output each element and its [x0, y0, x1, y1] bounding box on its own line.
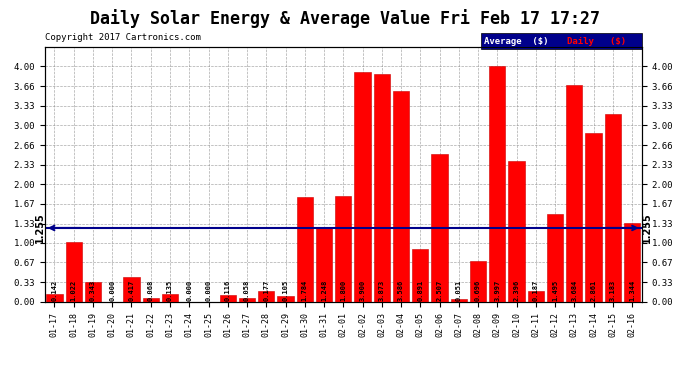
Text: 0.000: 0.000 — [206, 280, 212, 301]
Bar — [162, 294, 178, 302]
Bar — [373, 74, 390, 302]
Bar — [566, 85, 582, 302]
Bar — [451, 299, 467, 302]
Bar — [604, 114, 621, 302]
FancyBboxPatch shape — [480, 33, 642, 50]
Text: 0.417: 0.417 — [128, 280, 135, 301]
Text: 0.696: 0.696 — [475, 280, 481, 301]
Text: 0.187: 0.187 — [533, 280, 539, 301]
Text: 0.058: 0.058 — [244, 280, 250, 301]
Text: Copyright 2017 Cartronics.com: Copyright 2017 Cartronics.com — [45, 33, 201, 42]
Bar — [143, 298, 159, 302]
Text: 3.900: 3.900 — [359, 280, 366, 301]
Text: Daily   ($): Daily ($) — [567, 37, 627, 46]
Bar — [239, 298, 255, 302]
Bar — [393, 91, 409, 302]
Bar — [585, 134, 602, 302]
Text: 1.022: 1.022 — [71, 280, 77, 301]
Text: 2.396: 2.396 — [513, 280, 520, 301]
Bar — [46, 294, 63, 302]
Bar — [66, 242, 82, 302]
Bar — [355, 72, 371, 302]
Text: 1.255: 1.255 — [642, 213, 651, 243]
Bar — [85, 282, 101, 302]
Text: 1.495: 1.495 — [552, 280, 558, 301]
Text: 3.183: 3.183 — [610, 280, 615, 301]
Bar — [124, 278, 139, 302]
Text: 1.784: 1.784 — [302, 280, 308, 301]
Text: 0.142: 0.142 — [52, 280, 57, 301]
Text: 0.000: 0.000 — [109, 280, 115, 301]
Text: 1.344: 1.344 — [629, 280, 635, 301]
Text: 0.000: 0.000 — [186, 280, 193, 301]
Text: 3.997: 3.997 — [494, 280, 500, 301]
Bar — [277, 296, 294, 302]
Text: 3.586: 3.586 — [398, 280, 404, 301]
Bar — [431, 154, 448, 302]
Text: 3.684: 3.684 — [571, 280, 578, 301]
Bar — [335, 196, 351, 302]
Text: 2.861: 2.861 — [591, 280, 597, 301]
Text: 0.343: 0.343 — [90, 280, 96, 301]
Text: 0.051: 0.051 — [456, 280, 462, 301]
Text: 0.105: 0.105 — [282, 280, 288, 301]
Bar — [528, 291, 544, 302]
Bar — [489, 66, 506, 302]
Text: 1.800: 1.800 — [340, 280, 346, 301]
Text: 0.135: 0.135 — [167, 280, 173, 301]
Bar — [470, 261, 486, 302]
Bar — [624, 223, 640, 302]
Bar — [316, 228, 332, 302]
Text: 0.891: 0.891 — [417, 280, 423, 301]
Text: 2.507: 2.507 — [437, 280, 442, 301]
Bar — [219, 295, 236, 302]
Text: Daily Solar Energy & Average Value Fri Feb 17 17:27: Daily Solar Energy & Average Value Fri F… — [90, 9, 600, 28]
Bar — [297, 197, 313, 302]
Text: 1.248: 1.248 — [321, 280, 327, 301]
Text: 3.873: 3.873 — [379, 280, 385, 301]
Bar — [547, 214, 563, 302]
Bar — [258, 291, 275, 302]
Text: Average  ($): Average ($) — [484, 37, 548, 46]
Text: 0.177: 0.177 — [264, 280, 269, 301]
Text: 1.255: 1.255 — [35, 213, 45, 243]
Bar — [412, 249, 428, 302]
Text: 0.068: 0.068 — [148, 280, 154, 301]
Text: 0.116: 0.116 — [225, 280, 230, 301]
Bar — [509, 161, 524, 302]
